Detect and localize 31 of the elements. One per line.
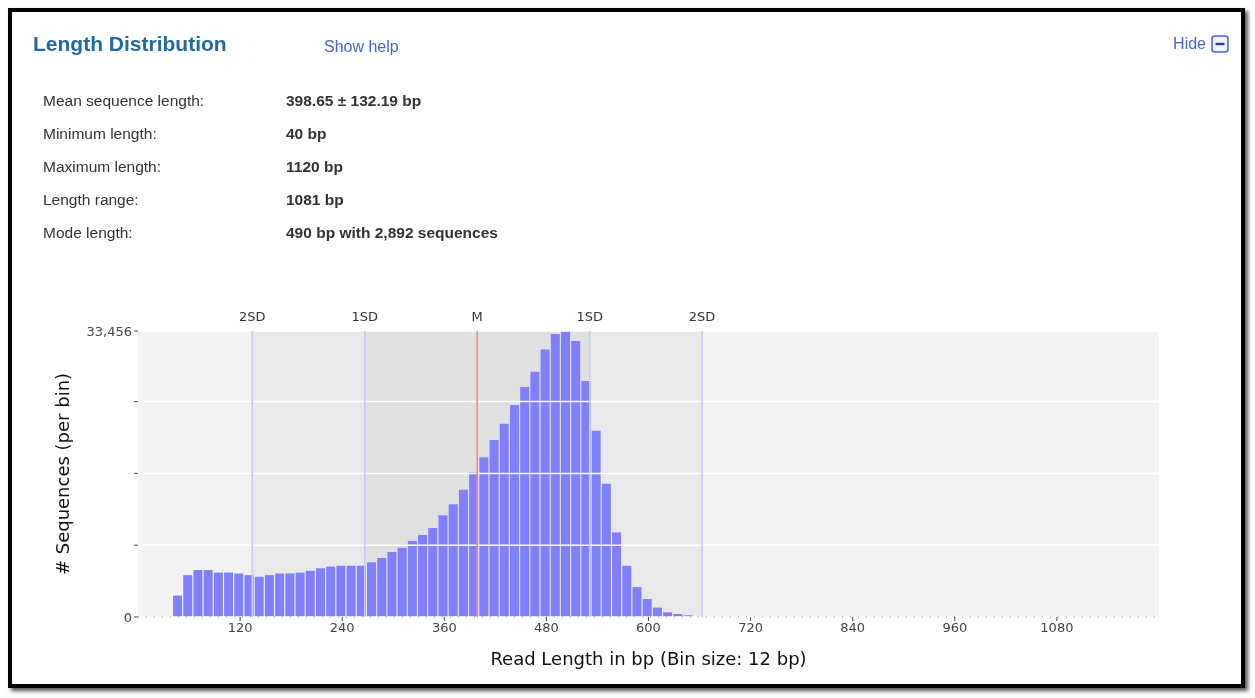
x-tick-label: 840 (840, 620, 866, 636)
y-axis-title: # Sequences (per bin) (52, 372, 74, 576)
text: Maximum length: (43, 158, 162, 177)
text: Mode length: (43, 224, 134, 243)
ref-line-label: 2SD (688, 309, 716, 324)
text: Hide (1173, 35, 1206, 53)
x-tick-label: 1080 (1040, 620, 1074, 636)
x-tick-label: 120 (227, 620, 253, 636)
text: Minimum length: (43, 125, 158, 144)
ref-line-label: 2SD (238, 309, 266, 324)
text: 1120 bp (286, 158, 343, 177)
x-tick-label: 720 (738, 620, 764, 636)
x-tick-label: 360 (431, 620, 457, 636)
x-tick-label: 600 (636, 620, 661, 636)
chart-title: Length Distribution (33, 32, 227, 56)
text: 40 bp (286, 125, 327, 144)
ref-line-label: 1SD (576, 309, 603, 324)
text: 1081 bp (286, 191, 344, 210)
x-tick-label: 240 (329, 620, 355, 636)
ref-line-label: M (471, 309, 483, 324)
text: Mean sequence length: (43, 92, 206, 111)
text: Show help (324, 38, 399, 56)
x-tick-label: 960 (942, 620, 968, 636)
y-tick-label: 0 (123, 609, 132, 625)
text: Length range: (43, 191, 140, 210)
text: 490 bp with 2,892 sequences (286, 224, 498, 243)
x-axis-title: Read Length in bp (Bin size: 12 bp) (490, 648, 807, 669)
x-tick-label: 480 (533, 620, 559, 636)
ref-line-label: 1SD (351, 309, 378, 324)
y-tick-label: 33,456 (86, 323, 132, 339)
text: 398.65 ± 132.19 bp (286, 92, 422, 111)
